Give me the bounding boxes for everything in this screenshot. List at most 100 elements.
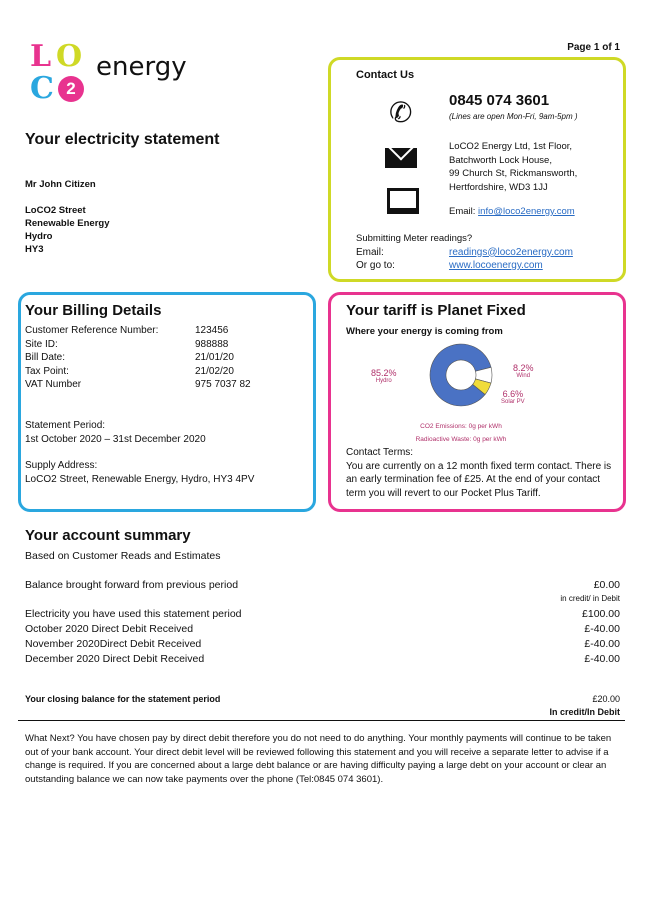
solar-label: 6.6% Solar PV bbox=[501, 389, 525, 405]
logo-letter-o: O bbox=[56, 39, 83, 74]
summary-row: November 2020Direct Debit Received £-40.0… bbox=[25, 637, 620, 652]
row-label: November 2020Direct Debit Received bbox=[25, 638, 202, 650]
closing-value: £20.00 bbox=[592, 694, 620, 704]
website-link[interactable]: www.locoenergy.com bbox=[449, 260, 543, 271]
goto-label: Or go to: bbox=[356, 260, 395, 271]
address-line: Renewable Energy bbox=[25, 218, 110, 229]
emissions-notes: CO2 Emissions: 0g per kWh Radioactive Was… bbox=[391, 420, 531, 446]
field-value: 21/02/20 bbox=[195, 365, 234, 377]
billing-row: Tax Point: 21/02/20 bbox=[25, 365, 251, 379]
field-label: VAT Number bbox=[25, 379, 82, 390]
field-label: Site ID: bbox=[25, 338, 58, 350]
email-label: Email: bbox=[449, 206, 476, 217]
hydro-label: 85.2% Hydro bbox=[371, 368, 397, 384]
billing-fields: Customer Reference Number: 123456 Site ID… bbox=[25, 324, 251, 392]
row-label: Electricity you have used this statement… bbox=[25, 608, 242, 620]
postal-line: Hertfordshire, WD3 1JJ bbox=[449, 181, 548, 193]
hydro-percent: 85.2% bbox=[371, 368, 397, 378]
meter-readings: Submitting Meter readings? Email: reading… bbox=[356, 232, 606, 273]
row-value: £-40.00 bbox=[584, 638, 620, 650]
envelope-icon bbox=[385, 129, 417, 168]
balance-forward-row: Balance brought forward from previous pe… bbox=[25, 578, 620, 593]
summary-row: December 2020 Direct Debit Received £-40.… bbox=[25, 652, 620, 667]
row-value: £-40.00 bbox=[584, 623, 620, 635]
closing-note: In credit/In Debit bbox=[549, 707, 620, 717]
billing-row: Customer Reference Number: 123456 bbox=[25, 324, 251, 338]
address-line: Hydro bbox=[25, 231, 53, 242]
meter-email-link[interactable]: readings@loco2energy.com bbox=[449, 246, 573, 258]
period-label: Statement Period: bbox=[25, 420, 106, 431]
postal-line: 99 Church St, Rickmansworth, bbox=[449, 168, 578, 179]
address-line: LoCO2 Street bbox=[25, 205, 86, 216]
phone-number: 0845 074 3601 bbox=[449, 92, 550, 109]
phone-hours: (Lines are open Mon-Fri, 9am-5pm ) bbox=[449, 112, 578, 121]
wind-label: 8.2% Wind bbox=[513, 363, 534, 379]
page-number: Page 1 of 1 bbox=[567, 42, 620, 53]
solar-percent: 6.6% bbox=[502, 389, 524, 399]
waste-note: Radioactive Waste: 0g per kWh bbox=[415, 436, 507, 443]
loco2-logo: L O C 2 energy bbox=[30, 42, 200, 112]
meter-email-label: Email: bbox=[356, 246, 384, 258]
supply-value: LoCO2 Street, Renewable Energy, Hydro, H… bbox=[25, 473, 255, 485]
wind-name: Wind bbox=[516, 373, 531, 379]
summary-row: October 2020 Direct Debit Received £-40.0… bbox=[25, 622, 620, 637]
field-label: Tax Point: bbox=[25, 365, 69, 377]
terms-label: Contact Terms: bbox=[346, 447, 414, 458]
slice-hydro bbox=[429, 343, 492, 407]
contract-terms: Contact Terms: You are currently on a 12 … bbox=[346, 446, 618, 500]
summary-heading: Your account summary bbox=[25, 527, 191, 544]
summary-row: Electricity you have used this statement… bbox=[25, 607, 620, 622]
meter-heading: Submitting Meter readings? bbox=[356, 233, 473, 244]
billing-row: Site ID: 988888 bbox=[25, 338, 251, 352]
wind-percent: 8.2% bbox=[513, 363, 534, 373]
row-value: £100.00 bbox=[582, 608, 620, 620]
slice-solar-pv bbox=[472, 378, 492, 395]
field-value: 21/01/20 bbox=[195, 352, 234, 363]
logo-letter-l: L bbox=[30, 39, 52, 74]
address-line: HY3 bbox=[25, 244, 44, 255]
logo-word: energy bbox=[96, 52, 187, 82]
row-value: £-40.00 bbox=[584, 653, 620, 665]
statement-period: Statement Period: 1st October 2020 – 31st… bbox=[25, 419, 206, 446]
customer-address: Mr John Citizen LoCO2 Street Renewable E… bbox=[25, 178, 109, 256]
postal-line: LoCO2 Energy Ltd, 1st Floor, bbox=[449, 141, 573, 152]
summary-subheading: Based on Customer Reads and Estimates bbox=[25, 550, 221, 562]
field-value: 988888 bbox=[195, 338, 229, 350]
billing-row: Bill Date: 21/01/20 bbox=[25, 351, 251, 365]
email-link[interactable]: info@loco2energy.com bbox=[478, 206, 575, 217]
row-label: Balance brought forward from previous pe… bbox=[25, 579, 239, 591]
tariff-heading: Your tariff is Planet Fixed bbox=[346, 302, 526, 319]
phone-icon: ✆ bbox=[389, 97, 413, 128]
hydro-name: Hydro bbox=[375, 378, 392, 384]
energy-mix-chart bbox=[429, 343, 493, 407]
email-line: Email: info@loco2energy.com bbox=[449, 206, 575, 217]
customer-name: Mr John Citizen bbox=[25, 179, 96, 190]
solar-name: Solar PV bbox=[501, 399, 525, 405]
contact-heading: Contact Us bbox=[356, 69, 415, 81]
field-value: 975 7037 82 bbox=[195, 379, 251, 390]
closing-balance-row: Your closing balance for the statement p… bbox=[25, 692, 620, 707]
co2-note: CO2 Emissions: 0g per kWh bbox=[420, 423, 502, 430]
field-label: Customer Reference Number: bbox=[25, 325, 159, 336]
page-title: Your electricity statement bbox=[25, 131, 220, 148]
postal-address: LoCO2 Energy Ltd, 1st Floor, Batchworth L… bbox=[449, 140, 577, 194]
field-label: Bill Date: bbox=[25, 352, 66, 363]
logo-two: 2 bbox=[58, 76, 84, 102]
period-value: 1st October 2020 – 31st December 2020 bbox=[25, 433, 206, 445]
footer-note: What Next? You have chosen pay by direct… bbox=[25, 733, 612, 785]
supply-label: Supply Address: bbox=[25, 460, 98, 471]
balance-forward-note: in credit/ in Debit bbox=[560, 594, 620, 603]
terms-text: You are currently on a 12 month fixed te… bbox=[346, 460, 612, 499]
row-label: December 2020 Direct Debit Received bbox=[25, 653, 205, 665]
divider bbox=[18, 720, 625, 721]
field-value: 123456 bbox=[195, 325, 229, 336]
postal-line: Batchworth Lock House, bbox=[449, 154, 552, 166]
logo-letter-c: C bbox=[30, 71, 54, 106]
contact-box: Contact Us ✆ 0845 074 3601 (Lines are op… bbox=[328, 57, 626, 282]
billing-heading: Your Billing Details bbox=[25, 302, 162, 319]
billing-box: Your Billing Details Customer Reference … bbox=[18, 292, 316, 512]
tariff-box: Your tariff is Planet Fixed Where your e… bbox=[328, 292, 626, 512]
row-value: £0.00 bbox=[593, 579, 620, 591]
row-label: October 2020 Direct Debit Received bbox=[25, 623, 194, 635]
tariff-subheading: Where your energy is coming from bbox=[346, 326, 503, 337]
